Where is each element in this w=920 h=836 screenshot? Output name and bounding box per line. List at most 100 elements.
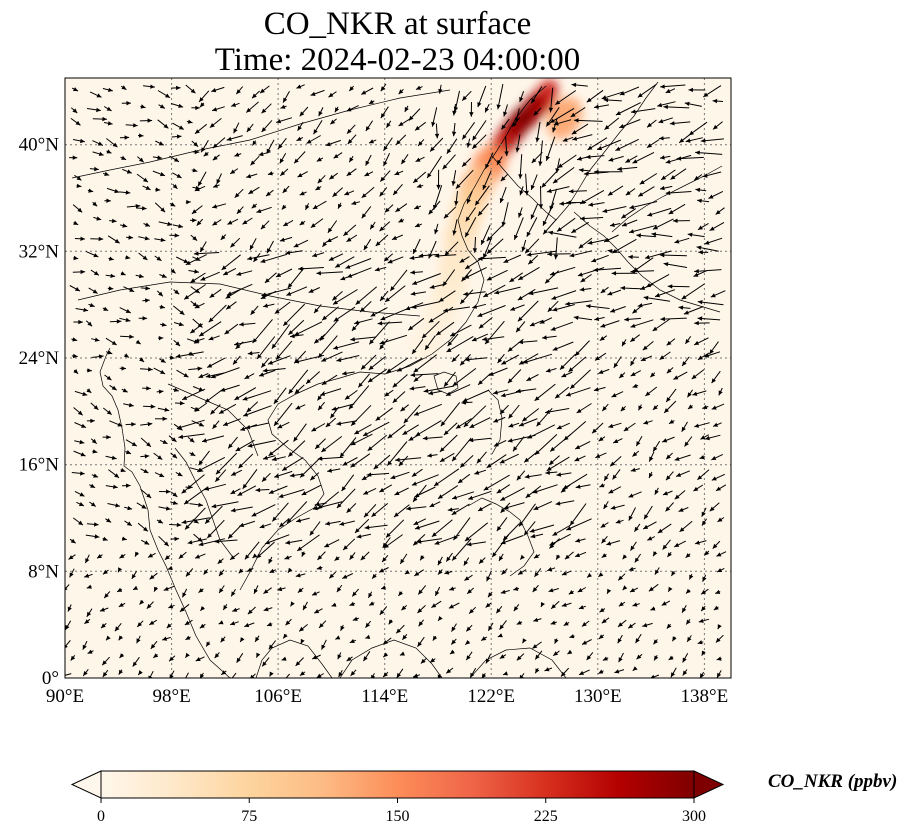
wind-arrow-head <box>347 273 353 278</box>
wind-arrow-head <box>208 336 214 341</box>
wind-arrow-head <box>368 99 374 104</box>
wind-arrow-head <box>606 541 612 546</box>
wind-arrow-head <box>303 605 308 611</box>
wind-arrow-head <box>660 185 665 191</box>
wind-arrow-head <box>561 602 567 607</box>
wind-arrow-head <box>438 569 443 575</box>
wind-arrow-head <box>460 299 465 304</box>
wind-arrow-head <box>268 558 273 564</box>
wind-arrow-head <box>414 571 420 576</box>
wind-arrow-head <box>602 406 607 411</box>
wind-arrow-head <box>644 514 649 520</box>
wind-arrow-head <box>299 671 305 676</box>
wind-arrow-head <box>125 190 131 195</box>
wind-arrow-head <box>555 168 560 173</box>
wind-arrow-head <box>386 122 391 128</box>
wind-arrow-head <box>330 119 336 125</box>
wind-arrow-head <box>225 294 231 299</box>
wind-arrow-head <box>107 350 113 355</box>
wind-arrow-head <box>129 287 135 292</box>
wind-arrow-head <box>287 567 293 573</box>
wind-arrow-head <box>566 200 571 205</box>
wind-arrow <box>483 474 510 491</box>
wind-arrow-head <box>371 674 376 678</box>
wind-arrow-head <box>317 504 323 510</box>
wind-arrow-head <box>296 136 302 141</box>
wind-arrow-head <box>552 307 558 312</box>
wind-arrow <box>411 301 440 309</box>
wind-arrow-head <box>363 431 368 436</box>
wind-arrow <box>210 367 240 379</box>
wind-arrow-head <box>488 625 493 631</box>
wind-arrow-head <box>199 97 204 102</box>
wind-arrow-head <box>259 524 265 529</box>
wind-arrow-head <box>682 670 688 676</box>
wind-arrow-head <box>193 519 199 524</box>
wind-arrow-head <box>165 506 171 511</box>
wind-arrow-head <box>114 188 120 194</box>
wind-arrow <box>65 584 70 590</box>
wind-arrow-head <box>150 84 155 89</box>
wind-arrow-head <box>651 232 657 237</box>
wind-arrow-head <box>595 356 600 361</box>
wind-arrow-head <box>508 413 513 419</box>
wind-arrow-head <box>93 271 99 276</box>
wind-arrow-head <box>101 623 106 629</box>
wind-arrow-head <box>102 660 107 666</box>
wind-arrow-head <box>144 454 150 459</box>
wind-arrow-head <box>623 426 629 432</box>
wind-arrow-head <box>385 297 390 302</box>
wind-arrow-head <box>250 674 255 678</box>
wind-arrow-head <box>561 487 566 493</box>
wind-arrow-head <box>146 493 152 498</box>
wind-arrow-head <box>633 267 639 272</box>
wind-arrow-head <box>162 636 168 641</box>
wind-arrow-head <box>290 333 295 339</box>
wind-arrow-head <box>142 316 148 321</box>
wind-arrow-head <box>455 183 461 189</box>
wind-arrow-head <box>648 586 654 592</box>
wind-arrow-head <box>90 502 96 507</box>
wind-arrow-head <box>124 135 130 140</box>
wind-arrow-head <box>384 392 390 397</box>
wind-arrow-head <box>263 607 269 612</box>
wind-arrow-head <box>94 337 100 342</box>
wind-arrow-head <box>395 457 400 462</box>
wind-arrow <box>527 424 556 439</box>
wind-arrow-head <box>114 238 120 244</box>
wind-arrow-head <box>283 677 284 678</box>
wind-arrow-head <box>274 421 279 426</box>
wind-arrow-head <box>351 326 357 331</box>
wind-arrow-head <box>185 524 190 530</box>
wind-arrow-head <box>332 295 338 301</box>
wind-arrow-head <box>352 591 357 597</box>
wind-arrow-head <box>309 530 315 536</box>
wind-arrow-head <box>528 259 534 265</box>
wind-arrow-head <box>223 421 229 426</box>
wind-arrow-head <box>486 576 491 582</box>
wind-arrow-head <box>632 308 638 314</box>
wind-arrow-head <box>77 207 83 213</box>
wind-arrow-head <box>466 542 472 547</box>
wind-arrow-head <box>393 190 398 195</box>
wind-arrow-head <box>500 176 506 182</box>
wind-arrow-head <box>687 636 692 642</box>
wind-arrow-head <box>126 483 131 488</box>
wind-arrow-head <box>535 450 540 455</box>
wind-arrow <box>593 267 622 271</box>
wind-arrow-head <box>550 326 556 331</box>
wind-arrow-head <box>408 325 414 331</box>
wind-arrow-head <box>547 567 553 572</box>
wind-arrow-head <box>91 438 97 444</box>
wind-arrow-head <box>500 409 505 415</box>
wind-arrow-head <box>235 344 241 349</box>
wind-arrow-head <box>566 526 572 531</box>
wind-arrow-head <box>451 357 457 362</box>
wind-arrow-head <box>604 237 610 242</box>
wind-arrow-head <box>704 550 710 556</box>
wind-arrow-head <box>305 204 310 210</box>
wind-arrow <box>285 673 290 678</box>
wind-arrow-head <box>545 368 551 373</box>
wind-arrow-head <box>466 198 471 204</box>
wind-arrow-head <box>261 292 267 297</box>
